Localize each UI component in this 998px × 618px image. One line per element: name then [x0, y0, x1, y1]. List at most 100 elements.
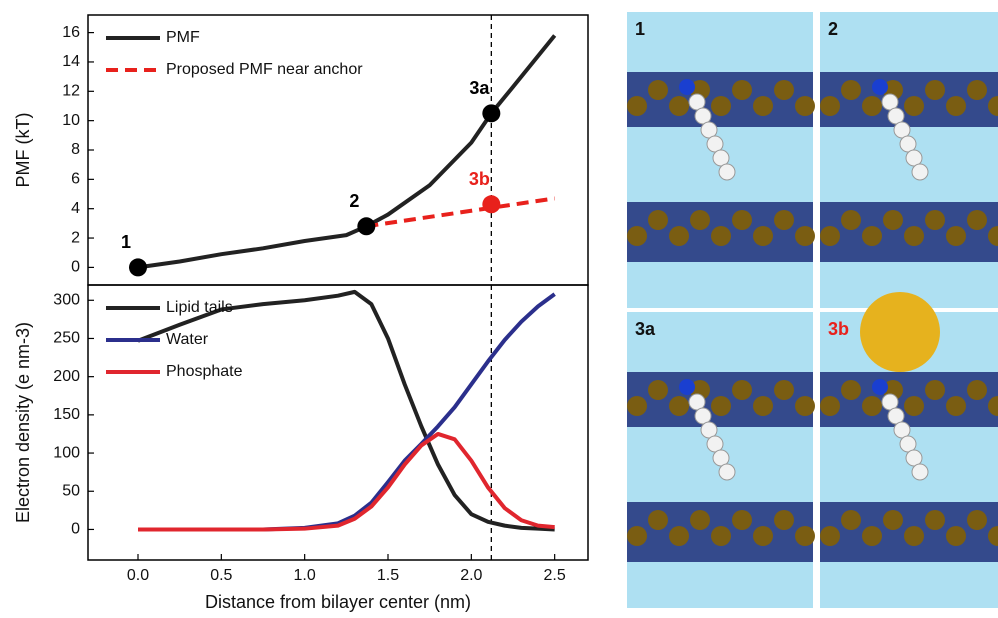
- probe: [860, 292, 940, 372]
- headgroup: [627, 396, 647, 416]
- panel-label: 2: [828, 19, 838, 39]
- headgroup: [925, 210, 945, 230]
- y-tick-label: 2: [71, 229, 80, 246]
- headgroup: [753, 396, 773, 416]
- legend-label: Lipid tails: [166, 299, 233, 316]
- headgroup: [711, 526, 731, 546]
- headgroup: [669, 96, 689, 116]
- headgroup: [862, 526, 882, 546]
- headgroup: [774, 210, 794, 230]
- headgroup: [862, 96, 882, 116]
- headgroup: [946, 226, 966, 246]
- series-line: [137, 289, 555, 532]
- lipid-bead: [718, 463, 736, 481]
- headgroup: [967, 80, 987, 100]
- y-tick-label: 0: [71, 521, 80, 538]
- x-tick-label: 1.5: [377, 567, 399, 584]
- headgroup: [690, 210, 710, 230]
- panel-label: 3b: [828, 319, 849, 339]
- headgroup: [627, 96, 647, 116]
- headgroup: [795, 526, 815, 546]
- headgroup: [753, 526, 773, 546]
- headgroup: [774, 380, 794, 400]
- headgroup: [711, 96, 731, 116]
- headgroup: [648, 510, 668, 530]
- y-tick-label: 50: [62, 482, 80, 499]
- x-tick-label: 0.0: [127, 567, 149, 584]
- headgroup: [904, 96, 924, 116]
- headgroup: [627, 526, 647, 546]
- headgroup: [841, 210, 861, 230]
- state-marker: [482, 104, 501, 123]
- headgroup: [669, 226, 689, 246]
- y-tick-label: 250: [53, 330, 80, 347]
- y-tick-label: 16: [62, 24, 80, 41]
- headgroup: [967, 510, 987, 530]
- state-label: 1: [121, 232, 131, 252]
- headgroup: [841, 510, 861, 530]
- panel-label: 1: [635, 19, 645, 39]
- headgroup: [648, 80, 668, 100]
- headgroup: [820, 396, 840, 416]
- plot-frame: [87, 14, 589, 286]
- lipid-bead: [911, 163, 929, 181]
- headgroup: [753, 96, 773, 116]
- state-marker: [482, 195, 501, 214]
- headgroup: [820, 96, 840, 116]
- headgroup: [841, 380, 861, 400]
- headgroup: [841, 80, 861, 100]
- state-label: 2: [349, 191, 359, 211]
- headgroup: [711, 226, 731, 246]
- y-tick-label: 200: [53, 368, 80, 385]
- headgroup: [967, 380, 987, 400]
- legend-label: Water: [166, 331, 209, 348]
- lipid-head: [679, 379, 695, 395]
- headgroup: [967, 210, 987, 230]
- state-label: 3a: [469, 78, 490, 98]
- headgroup: [862, 396, 882, 416]
- headgroup: [925, 380, 945, 400]
- headgroup: [795, 226, 815, 246]
- headgroup: [732, 510, 752, 530]
- headgroup: [946, 96, 966, 116]
- y-tick-label: 12: [62, 83, 80, 100]
- headgroup: [648, 210, 668, 230]
- series-line: [366, 196, 555, 229]
- headgroup: [669, 526, 689, 546]
- headgroup: [774, 510, 794, 530]
- headgroup: [988, 226, 998, 246]
- headgroup: [904, 396, 924, 416]
- headgroup: [988, 526, 998, 546]
- plot-frame: [87, 284, 589, 561]
- headgroup: [925, 80, 945, 100]
- headgroup: [774, 80, 794, 100]
- x-tick-label: 2.0: [460, 567, 482, 584]
- headgroup: [883, 210, 903, 230]
- headgroup: [711, 396, 731, 416]
- legend-label: PMF: [166, 29, 200, 46]
- headgroup: [946, 396, 966, 416]
- headgroup: [820, 226, 840, 246]
- panel-label: 3a: [635, 319, 656, 339]
- state-marker: [129, 258, 147, 277]
- y-axis-label: PMF (kT): [13, 113, 33, 188]
- headgroup: [988, 396, 998, 416]
- headgroup: [820, 526, 840, 546]
- x-axis-label: Distance from bilayer center (nm): [205, 592, 471, 612]
- legend-label: Phosphate: [166, 363, 243, 380]
- headgroup: [904, 526, 924, 546]
- headgroup: [732, 210, 752, 230]
- headgroup: [883, 510, 903, 530]
- y-tick-label: 4: [71, 200, 80, 217]
- headgroup: [669, 396, 689, 416]
- headgroup: [690, 510, 710, 530]
- headgroup: [648, 380, 668, 400]
- lipid-head: [679, 79, 695, 95]
- lipid-head: [872, 79, 888, 95]
- x-tick-label: 2.5: [544, 567, 566, 584]
- y-axis-label: Electron density (e nm-3): [13, 322, 33, 523]
- lipid-head: [872, 379, 888, 395]
- headgroup: [904, 226, 924, 246]
- snapshot-panels: 1 2 3a 3b: [627, 12, 998, 608]
